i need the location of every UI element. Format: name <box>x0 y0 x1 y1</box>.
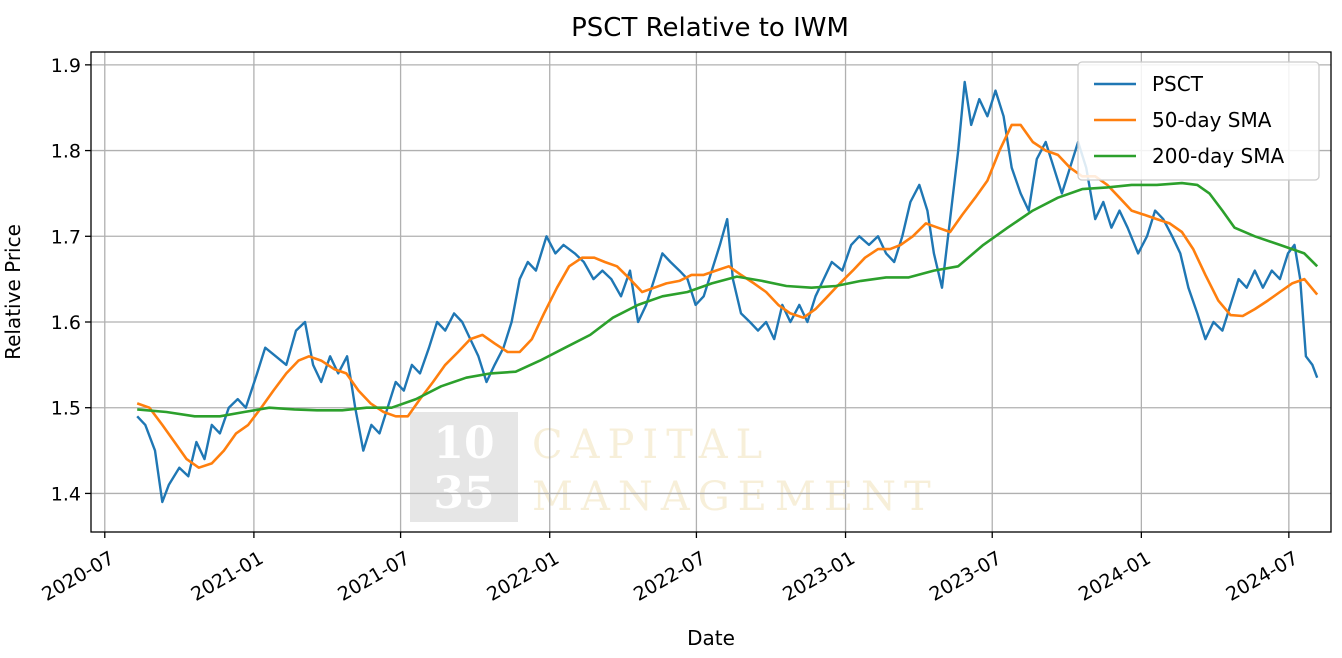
series-line-psct <box>136 80 1319 504</box>
x-tick-label: 2024-07 <box>1222 547 1302 606</box>
y-tick-label: 1.7 <box>51 226 81 248</box>
plot-frame <box>90 51 1332 533</box>
x-tick-label: 2023-07 <box>926 547 1006 606</box>
x-tick-label: 2021-01 <box>187 547 267 606</box>
y-tick-label: 1.9 <box>51 55 81 77</box>
y-axis: 1.4 1.5 1.6 1.7 1.8 1.9 <box>51 55 91 505</box>
legend-label-sma200: 200-day SMA <box>1152 144 1284 168</box>
y-tick-label: 1.8 <box>51 141 81 163</box>
watermark-box <box>410 412 518 522</box>
x-tick-label: 2022-01 <box>483 547 563 606</box>
y-tick-label: 1.6 <box>51 312 81 334</box>
x-tick-label: 2021-07 <box>334 547 414 606</box>
gridlines <box>91 52 1331 532</box>
x-axis-label: Date <box>687 626 735 650</box>
watermark-logo: 10 35 CAPITAL MANAGEMENT <box>410 412 939 522</box>
legend-label-psct: PSCT <box>1152 72 1204 96</box>
watermark-text-line2: MANAGEMENT <box>532 474 939 520</box>
series-lines <box>136 80 1319 504</box>
y-axis-label: Relative Price <box>1 224 25 360</box>
y-tick-label: 1.4 <box>51 483 81 505</box>
legend-box <box>1077 61 1320 181</box>
series-line-sma200 <box>137 181 1319 418</box>
chart-title: PSCT Relative to IWM <box>571 13 849 43</box>
legend: PSCT 50-day SMA 200-day SMA <box>1077 61 1320 181</box>
x-axis: 2020-07 2021-01 2021-07 2022-01 2022-07 2023-… <box>38 532 1302 606</box>
x-tick-label: 2023-01 <box>779 547 859 606</box>
legend-label-sma50: 50-day SMA <box>1152 108 1272 132</box>
x-tick-label: 2020-07 <box>38 547 118 606</box>
series-line-sma50 <box>136 123 1319 469</box>
x-tick-label: 2024-01 <box>1075 547 1155 606</box>
watermark-number-top: 10 <box>433 418 494 469</box>
y-tick-label: 1.5 <box>51 398 81 420</box>
x-tick-label: 2022-07 <box>630 547 710 606</box>
watermark-text-line1: CAPITAL <box>532 422 770 468</box>
